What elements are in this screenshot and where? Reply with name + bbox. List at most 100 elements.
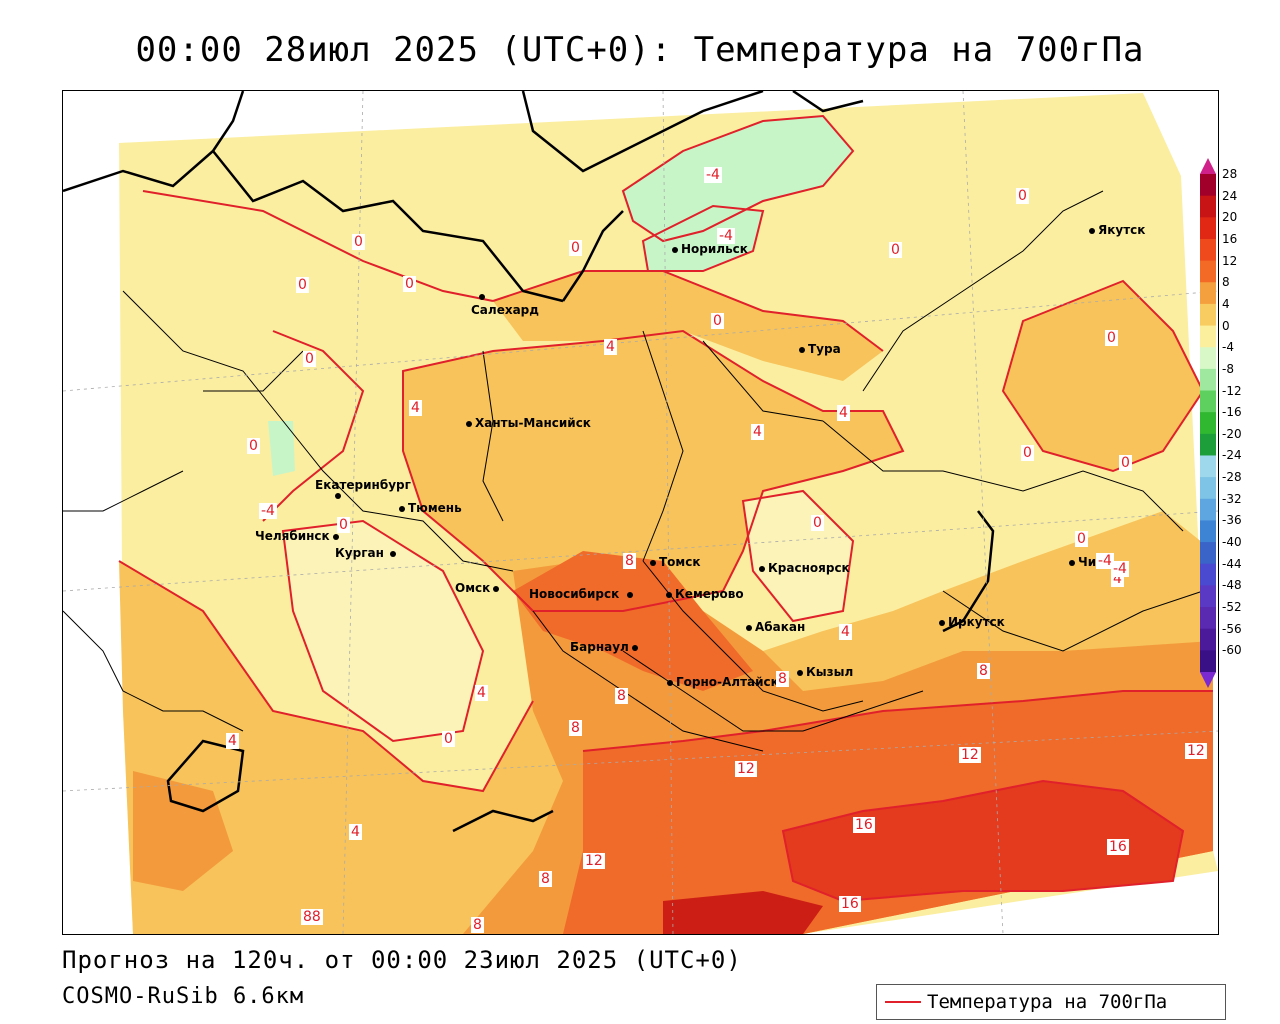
contour-label: 8 [977,663,990,679]
scale-cell [1200,650,1216,673]
city-label: Ханты-Мансийск [466,416,591,430]
city-name: Норильск [681,242,748,256]
contour-label: 16 [853,817,875,833]
scale-tick-label: -60 [1222,643,1242,658]
contour-label: 0 [889,242,902,258]
city-dot [399,505,405,512]
scale-tick-label: 0 [1222,318,1230,333]
scale-cell [1200,520,1216,543]
zone-4-8-center [403,331,903,611]
city-label: Барнаул [570,640,641,654]
scale-cell [1200,585,1216,608]
scale-cell [1200,325,1216,348]
city-dot [389,550,396,557]
contour-label: 4 [226,733,239,749]
map-title: 00:00 28июл 2025 (UTC+0): Температура на… [135,30,1145,70]
city-label: Тюмень [399,501,462,515]
city-dot [650,559,656,566]
contour-label: 0 [1119,455,1132,471]
city-dot [759,565,765,572]
contour-label: -4 [1111,561,1129,577]
contour-label: 0 [1105,330,1118,346]
scale-tick-label: -16 [1222,405,1242,420]
contour-label: 0 [303,351,316,367]
contour-label: 12 [735,761,757,777]
city-name: Курган [335,546,384,560]
city-dot [631,644,638,651]
model-name: COSMO-RuSib 6.6км [62,984,305,1009]
zone-pale-krasnoyarsk [743,491,853,621]
scale-cell [1200,303,1216,327]
scale-cell [1200,433,1216,456]
city-label: Абакан [746,620,805,634]
city-dot [627,591,634,598]
zone-cold-norilsk [643,206,763,271]
city-dot [1089,227,1095,234]
contour-label: 0 [442,731,455,747]
contour-label: 4 [349,824,362,840]
city-label: Челябинск [255,529,342,543]
city-label: Курган [335,546,399,560]
contour-label: 0 [569,240,582,256]
city-label: Новосибирск [529,587,636,601]
city-label [335,488,344,502]
isotherm-lines [118,114,1213,903]
zone-4-8-east [1003,281,1203,471]
scale-tick-label: -48 [1222,578,1242,593]
city-name: Омск [455,581,491,595]
contour-label: 4 [837,405,850,421]
city-dot [479,293,485,300]
scale-cell [1200,477,1216,500]
scale-cells [1200,174,1216,673]
contour-label: -4 [717,228,735,244]
contour-label: 88 [301,909,323,925]
city-label: Норильск [672,242,748,256]
graticule [63,91,1218,934]
city-name: Новосибирск [529,587,620,601]
contour-label: 4 [604,339,617,355]
scale-tick-label: -40 [1222,535,1242,550]
scale-cell [1200,390,1216,413]
contour-label: 12 [959,747,981,763]
legend-line-swatch [885,1001,921,1003]
scale-tick-label: -8 [1222,361,1234,376]
scale-tick-label: 16 [1222,231,1238,246]
city-dot [466,420,472,427]
city-label: Иркутск [939,615,1005,629]
scale-tick-label: -20 [1222,426,1242,441]
scale-tick-label: -32 [1222,491,1242,506]
city-label: Якутск [1089,223,1145,237]
contour-label: 12 [583,853,605,869]
city-name: Абакан [755,620,806,634]
contour-label: 16 [839,896,861,912]
city-dot [335,492,341,499]
city-label: Кызыл [797,665,853,679]
contour-label: 0 [352,234,365,250]
scale-tick-label: -12 [1222,383,1242,398]
city-dot [799,346,805,353]
city-dot [746,624,752,631]
city-label: Екатеринбург [315,478,411,492]
scale-cell [1200,628,1216,651]
contour-label: 8 [569,720,582,736]
scale-cell [1200,368,1216,392]
scale-cell [1200,238,1216,262]
contour-label: 8 [776,671,789,687]
scale-bottom-arrow [1200,672,1216,688]
scale-cell [1200,347,1216,370]
contour-label: 4 [751,424,764,440]
scale-tick-label: -52 [1222,600,1242,615]
city-name: Кызыл [806,665,854,679]
contour-label: 0 [711,313,724,329]
legend-box: Температура на 700гПа [876,984,1226,1020]
zone-4-8-north [493,271,883,381]
city-dot [667,679,673,686]
city-name: Екатеринбург [315,478,411,492]
contour-label: 0 [1021,445,1034,461]
city-name: Тюмень [408,501,462,515]
scale-tick-label: -36 [1222,513,1242,528]
zone-pale-steppe [283,521,483,741]
city-label: Кемерово [666,587,744,601]
contour-label: 8 [471,917,484,933]
scale-tick-label: 12 [1222,253,1238,268]
